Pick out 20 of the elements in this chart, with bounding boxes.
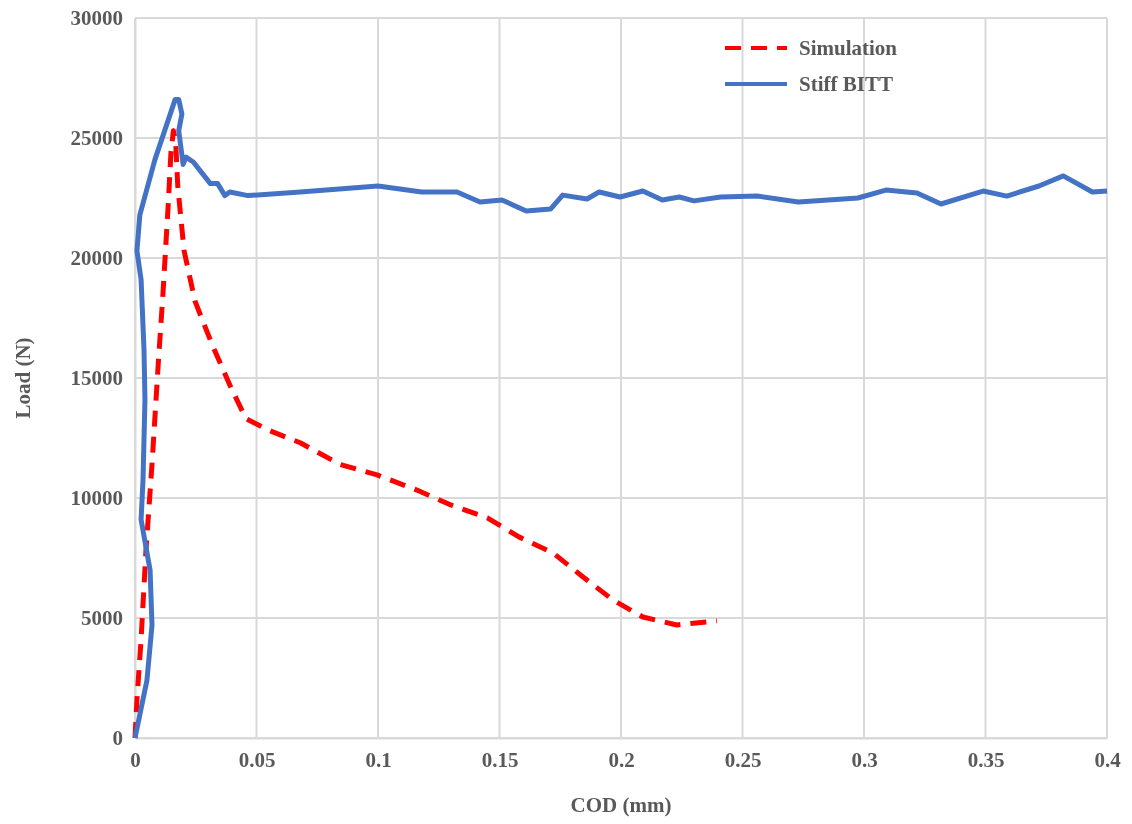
legend-label: Stiff BITT xyxy=(799,72,893,96)
x-axis-title: COD (mm) xyxy=(570,793,672,817)
y-tick-label: 15000 xyxy=(70,366,123,391)
x-tick-label: 0.1 xyxy=(365,747,392,772)
x-tick-label: 0.05 xyxy=(238,747,276,772)
x-tick-label: 0.25 xyxy=(724,747,762,772)
x-tick-label: 0.2 xyxy=(608,747,635,772)
y-tick-label: 20000 xyxy=(70,246,123,271)
y-axis-title: Load (N) xyxy=(11,337,35,419)
y-tick-label: 5000 xyxy=(81,606,123,631)
y-tick-label: 0 xyxy=(112,726,123,751)
y-tick-label: 25000 xyxy=(70,126,123,151)
x-tick-label: 0.4 xyxy=(1094,747,1122,772)
x-tick-label: 0.3 xyxy=(851,747,878,772)
x-tick-label: 0.15 xyxy=(481,747,519,772)
legend-label: Simulation xyxy=(799,36,898,60)
x-tick-label: 0.35 xyxy=(967,747,1005,772)
x-tick-label: 0 xyxy=(130,747,141,772)
y-tick-label: 10000 xyxy=(70,486,123,511)
y-tick-label: 30000 xyxy=(70,6,123,31)
